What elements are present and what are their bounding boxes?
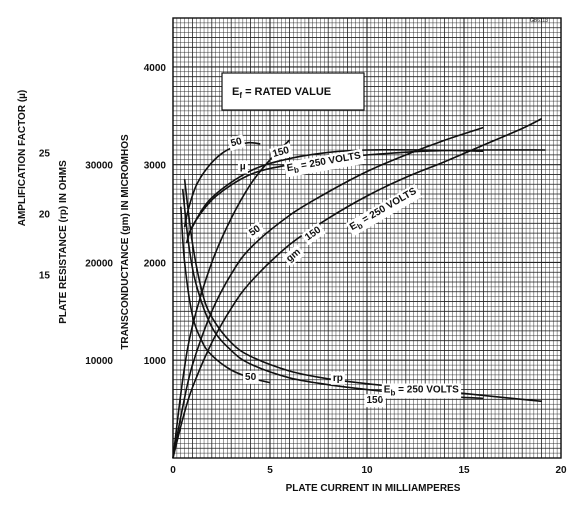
gm-axis-title: TRANSCONDUCTANCE (gm) IN MICROMHOS bbox=[120, 134, 131, 350]
x-tick-label: 5 bbox=[267, 465, 273, 476]
gm-tick-label: 2000 bbox=[144, 258, 167, 269]
curve-label-bg bbox=[330, 371, 345, 385]
curve-label-text: 50 bbox=[230, 136, 244, 150]
mu-tick-label: 25 bbox=[39, 148, 51, 159]
rp-tick-label: 20000 bbox=[85, 258, 113, 269]
curve-label-bg bbox=[245, 221, 266, 241]
drawing-code: ĜB6113 bbox=[530, 17, 548, 24]
x-tick-label: 15 bbox=[458, 465, 470, 476]
rp-tick-label: 30000 bbox=[85, 161, 113, 172]
mu-axis-title: AMPLIFICATION FACTOR (µ) bbox=[17, 90, 28, 227]
curve-label: gm bbox=[282, 244, 306, 267]
plot-grid bbox=[172, 17, 562, 459]
plot-frame bbox=[172, 17, 562, 459]
mu-curve-0 bbox=[183, 141, 261, 228]
x-tick-label: 10 bbox=[361, 465, 373, 476]
annotation-box: Ef = RATED VALUE bbox=[221, 72, 365, 111]
curve-label-bg bbox=[364, 394, 386, 408]
gm-curve-4 bbox=[172, 126, 484, 459]
curve-label: 50 bbox=[245, 221, 266, 241]
curve-label: rp bbox=[330, 371, 345, 385]
curve-label-bg bbox=[345, 183, 422, 237]
x-axis: 0 5 10 15 20 bbox=[170, 465, 567, 476]
rp-axis-title: PLATE RESISTANCE (rp) IN OHMS bbox=[58, 160, 69, 324]
curve-label: Eb = 250 VOLTS bbox=[381, 383, 462, 399]
curve-label-bg bbox=[381, 383, 462, 399]
gm-curve-3 bbox=[172, 139, 290, 459]
curve-label-bg bbox=[227, 134, 246, 151]
curve-label-text: Eb = 250 VOLTS bbox=[384, 385, 459, 398]
curve-label-bg bbox=[282, 244, 306, 267]
curve-label-text: 50 bbox=[245, 372, 257, 383]
x-tick-label: 20 bbox=[555, 465, 567, 476]
curve-label: 150 bbox=[364, 394, 386, 408]
curve-label-bg bbox=[269, 143, 294, 162]
mu-tick-label: 20 bbox=[39, 210, 51, 221]
x-tick-label: 0 bbox=[170, 465, 176, 476]
curve-label-text: µ bbox=[240, 162, 246, 173]
curve-label-bg bbox=[300, 222, 326, 246]
curve-label: 50 bbox=[243, 370, 259, 384]
curve-label-bg bbox=[283, 148, 365, 178]
curve-label: 150 bbox=[269, 143, 294, 162]
curve-label-bg bbox=[243, 370, 259, 384]
mu-tick-label: 15 bbox=[39, 271, 51, 282]
curve-label-text: 150 bbox=[271, 145, 290, 160]
gm-tick-label: 4000 bbox=[144, 63, 167, 74]
rp-tick-label: 10000 bbox=[85, 356, 113, 367]
x-axis-title: PLATE CURRENT IN MILLIAMPERES bbox=[286, 483, 461, 494]
curve-label: 50 bbox=[227, 134, 246, 151]
curve-label: µ bbox=[237, 160, 248, 174]
gm-tick-label: 3000 bbox=[144, 161, 167, 172]
curve-label-text: 150 bbox=[366, 395, 383, 406]
annotation-text: Ef = RATED VALUE bbox=[232, 86, 331, 100]
gm-tick-label: 1000 bbox=[144, 356, 167, 367]
left-axes: 1000 2000 3000 4000 10000 20000 30000 15 20 25 bbox=[39, 63, 167, 367]
curve-label-text: rp bbox=[333, 373, 343, 384]
curve-label-bg bbox=[237, 160, 248, 174]
